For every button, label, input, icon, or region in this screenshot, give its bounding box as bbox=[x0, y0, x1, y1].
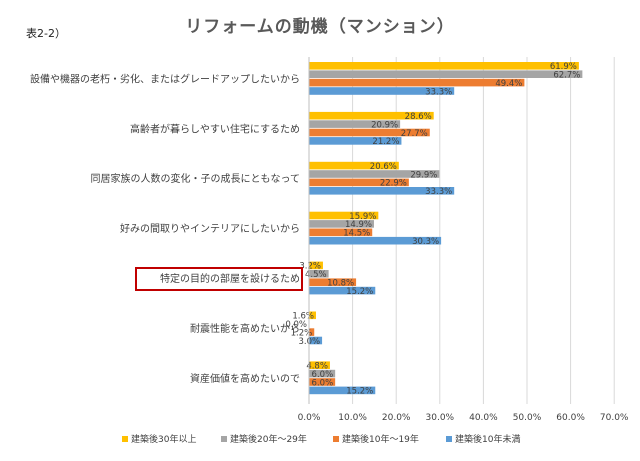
bar-s3-c2 bbox=[309, 128, 430, 137]
data-label-s3-c6: 1.2% bbox=[291, 328, 313, 338]
legend-label-3: 建築後10年〜19年 bbox=[342, 433, 419, 445]
bar-s1-c7 bbox=[309, 361, 330, 369]
chart-title: リフォームの動機（マンション） bbox=[185, 17, 455, 37]
data-label-s2-c1: 62.7% bbox=[553, 71, 580, 81]
data-label-s2-c2: 20.9% bbox=[371, 120, 398, 130]
bar-s3-c4 bbox=[309, 228, 373, 237]
legend-label-1: 建築後30年以上 bbox=[131, 433, 196, 445]
bar-s3-c7 bbox=[309, 378, 336, 386]
x-tick-label-30: 30.0% bbox=[426, 413, 455, 423]
bar-s1-c5 bbox=[309, 261, 323, 270]
bar-s3-c3 bbox=[309, 178, 409, 187]
x-tick-label-0: 0.0% bbox=[298, 413, 321, 423]
bar-s4-c2 bbox=[309, 137, 402, 145]
data-label-s3-c5: 10.8% bbox=[327, 279, 354, 289]
category-label-2: 高齢者が暮らしやすい住宅にするため bbox=[130, 122, 300, 135]
bar-s1-c3 bbox=[309, 161, 399, 170]
table-label: 表2-2） bbox=[26, 27, 66, 40]
bar-s2-c2 bbox=[309, 120, 401, 128]
legend-swatch-3 bbox=[333, 436, 339, 442]
x-tick-label-40: 40.0% bbox=[469, 413, 498, 423]
data-label-s3-c1: 49.4% bbox=[495, 79, 522, 89]
data-label-s2-c3: 29.9% bbox=[410, 170, 437, 180]
x-tick-label-50: 50.0% bbox=[513, 413, 542, 423]
bar-s1-c6 bbox=[309, 311, 316, 320]
bar-s2-c4 bbox=[309, 220, 374, 228]
category-label-7: 資産価値を高めたいので bbox=[190, 372, 300, 385]
category-label-1: 設備や機器の老朽・劣化、またはグレードアップしたいから bbox=[30, 72, 300, 85]
legend-swatch-4 bbox=[446, 436, 452, 442]
data-label-s4-c3: 33.3% bbox=[425, 187, 452, 197]
bar-s3-c1 bbox=[309, 78, 525, 87]
data-label-s1-c6: 1.6% bbox=[292, 312, 314, 322]
data-label-s1-c5: 3.2% bbox=[299, 262, 321, 272]
data-label-s4-c7: 15.2% bbox=[346, 387, 373, 397]
bar-s4-c6 bbox=[309, 336, 323, 345]
x-tick-label-10: 10.0% bbox=[338, 413, 367, 423]
bar-s2-c3 bbox=[309, 170, 440, 178]
category-label-3: 同居家族の人数の変化・子の成長にともなって bbox=[91, 172, 301, 185]
x-tick-label-20: 20.0% bbox=[382, 413, 411, 423]
data-label-s3-c3: 22.9% bbox=[380, 179, 407, 189]
category-label-5: 特定の目的の部屋を設けるため bbox=[160, 272, 300, 285]
data-label-s4-c4: 30.3% bbox=[412, 237, 439, 247]
data-label-s4-c5: 15.2% bbox=[346, 287, 373, 297]
data-label-s4-c2: 21.2% bbox=[372, 137, 399, 147]
legend-label-2: 建築後20年〜29年 bbox=[230, 433, 307, 445]
bar-s1-c1 bbox=[309, 62, 579, 70]
data-label-s2-c5: 4.5% bbox=[305, 270, 327, 280]
data-label-s1-c3: 20.6% bbox=[370, 162, 397, 172]
bar-s1-c4 bbox=[309, 211, 379, 220]
bar-s1-c2 bbox=[309, 111, 434, 120]
data-label-s1-c7: 4.8% bbox=[306, 362, 328, 372]
legend-label-4: 建築後10年未満 bbox=[455, 433, 520, 445]
data-label-s1-c1: 61.9% bbox=[550, 62, 577, 72]
bar-s4-c4 bbox=[309, 236, 442, 245]
legend-swatch-1 bbox=[122, 436, 128, 442]
category-label-6: 耐震性能を高めたいから bbox=[190, 322, 300, 335]
data-label-s3-c7: 6.0% bbox=[312, 378, 334, 388]
bar-s3-c5 bbox=[309, 278, 357, 286]
bar-s3-c6 bbox=[309, 328, 315, 336]
x-tick-label-70: 70.0% bbox=[600, 413, 629, 423]
category-label-4: 好みの間取りやインテリアにしたいから bbox=[120, 223, 300, 235]
bar-s2-c5 bbox=[309, 270, 329, 278]
bar-s4-c1 bbox=[309, 87, 455, 95]
bar-s4-c5 bbox=[309, 286, 376, 295]
bar-s2-c7 bbox=[309, 369, 336, 378]
data-label-s2-c4: 14.9% bbox=[345, 220, 372, 230]
bar-s4-c3 bbox=[309, 187, 455, 195]
data-label-s3-c2: 27.7% bbox=[401, 129, 428, 139]
data-label-s2-c7: 6.0% bbox=[312, 370, 334, 380]
category-highlight-box bbox=[135, 267, 303, 291]
data-label-s1-c4: 15.9% bbox=[349, 212, 376, 222]
data-label-s2-c6: 0.0% bbox=[285, 320, 307, 330]
data-label-s1-c2: 28.6% bbox=[405, 112, 432, 122]
x-tick-label-60: 60.0% bbox=[556, 413, 585, 423]
data-label-s4-c1: 33.3% bbox=[425, 87, 452, 97]
bar-s4-c7 bbox=[309, 386, 376, 395]
bar-s2-c1 bbox=[309, 70, 583, 78]
legend-swatch-2 bbox=[221, 436, 227, 442]
data-label-s3-c4: 14.5% bbox=[343, 229, 370, 239]
